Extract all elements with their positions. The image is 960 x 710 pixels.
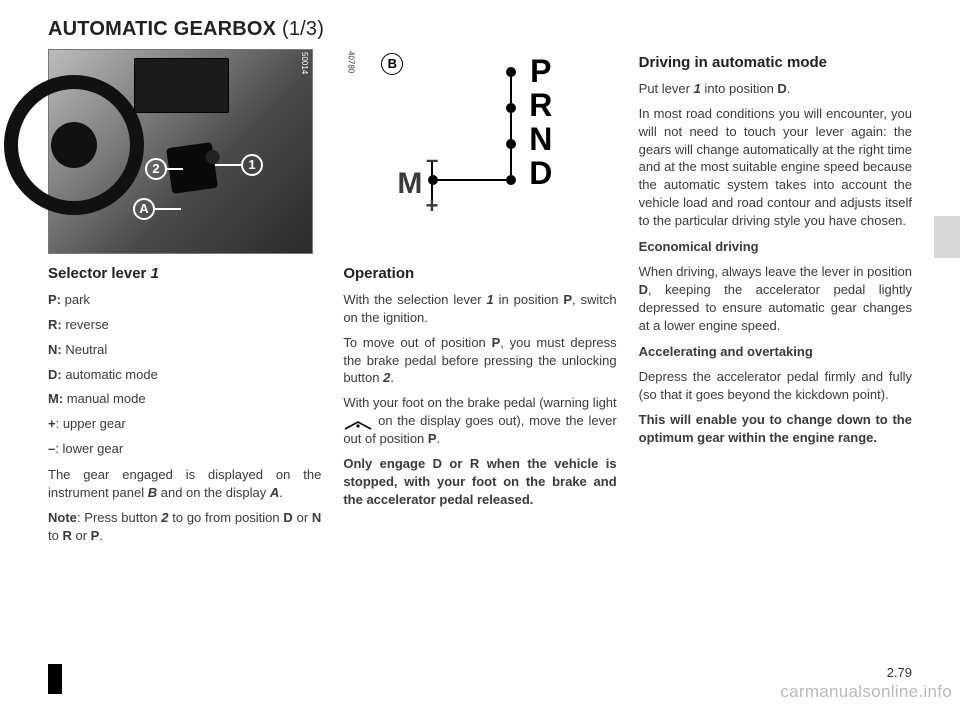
shift-path — [510, 71, 512, 179]
watermark: carmanualsonline.info — [780, 682, 952, 702]
shift-plus: + — [425, 195, 438, 217]
mode-park: P: park — [48, 291, 321, 309]
op-p2: To move out of position P, you must depr… — [343, 334, 616, 388]
button-note: Note: Press button 2 to go from position… — [48, 509, 321, 545]
brake-warning-icon — [343, 417, 373, 427]
display-note: The gear engaged is displayed on the ins… — [48, 466, 321, 502]
callout-2: 2 — [145, 158, 167, 180]
operation-heading: Operation — [343, 264, 616, 285]
callout-1: 1 — [241, 154, 263, 176]
mode-reverse: R: reverse — [48, 316, 321, 334]
callout-line — [215, 164, 243, 166]
drv-p1: Put lever 1 into position D. — [639, 80, 912, 98]
drv-p4: Depress the accelerator pedal firmly and… — [639, 368, 912, 404]
drv-p5: This will enable you to change down to t… — [639, 411, 912, 447]
op-p4: Only engage D or R when the vehicle is s… — [343, 455, 616, 509]
shift-diagram: 40780 B P R N D – M + — [343, 49, 608, 254]
photo-id: 50014 — [299, 52, 310, 74]
callout-A: A — [133, 198, 155, 220]
mode-manual: M: manual mode — [48, 390, 321, 408]
diagram-id: 40780 — [345, 51, 356, 73]
page-title: AUTOMATIC GEARBOX (1/3) — [48, 18, 912, 41]
callout-B: B — [381, 53, 403, 75]
title-main: AUTOMATIC GEARBOX — [48, 18, 276, 40]
mode-auto: D: automatic mode — [48, 366, 321, 384]
mode-lower: –: lower gear — [48, 440, 321, 458]
shift-M: M — [397, 163, 422, 204]
dashboard-screen — [134, 58, 229, 113]
shift-minus: – — [426, 149, 438, 171]
mode-neutral: N: Neutral — [48, 341, 321, 359]
title-part: (1/3) — [282, 18, 324, 40]
shift-letters: P R N D — [529, 55, 552, 191]
selector-lever-heading: Selector lever 1 — [48, 264, 321, 285]
column-left: 50014 1 2 A Selector lever 1 P: park R: … — [48, 49, 321, 552]
mode-upper: +: upper gear — [48, 415, 321, 433]
callout-line — [165, 168, 183, 170]
drv-p3: When driving, always leave the lever in … — [639, 263, 912, 335]
column-right: Driving in automatic mode Put lever 1 in… — [639, 49, 912, 552]
op-p1: With the selection lever 1 in position P… — [343, 291, 616, 327]
section-tab — [934, 216, 960, 258]
driving-heading: Driving in automatic mode — [639, 53, 912, 74]
interior-photo: 50014 1 2 A — [48, 49, 313, 254]
economical-heading: Economical driving — [639, 238, 912, 256]
footer-mark — [48, 664, 62, 694]
drv-p2: In most road conditions you will encount… — [639, 105, 912, 231]
op-p3: With your foot on the brake pedal (warni… — [343, 394, 616, 448]
steering-wheel — [4, 75, 144, 215]
page-number: 2.79 — [887, 665, 912, 680]
callout-line — [153, 208, 181, 210]
accelerating-heading: Accelerating and overtaking — [639, 343, 912, 361]
column-middle: 40780 B P R N D – M + Op — [343, 49, 616, 552]
